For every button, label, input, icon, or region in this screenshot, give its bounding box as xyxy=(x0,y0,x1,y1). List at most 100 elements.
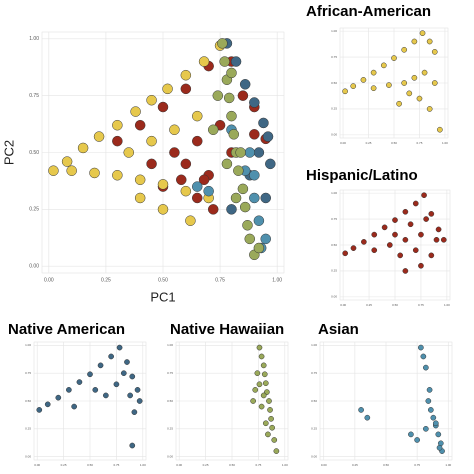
point xyxy=(136,398,143,404)
point xyxy=(436,444,443,451)
point xyxy=(157,179,169,190)
point xyxy=(350,83,357,89)
point xyxy=(381,224,388,231)
point xyxy=(134,192,146,204)
y-tick-label: 0.75 xyxy=(331,55,337,59)
point xyxy=(112,135,123,147)
x-tick-label: 0.25 xyxy=(101,277,111,283)
point xyxy=(391,55,397,61)
x-tick-label: 1.00 xyxy=(140,463,146,467)
point xyxy=(230,56,242,67)
point xyxy=(191,192,203,204)
point xyxy=(371,231,378,238)
point xyxy=(262,420,269,427)
point xyxy=(124,359,130,365)
point xyxy=(228,129,240,140)
x-tick-label: 0.75 xyxy=(113,463,119,467)
point xyxy=(116,344,123,351)
point xyxy=(269,424,276,431)
y-axis-title: PC2 xyxy=(1,140,16,165)
point xyxy=(129,442,136,449)
point xyxy=(207,204,219,215)
point xyxy=(408,431,414,438)
point xyxy=(267,407,273,413)
point xyxy=(244,233,256,245)
point xyxy=(249,169,260,181)
point xyxy=(418,262,424,269)
point xyxy=(235,147,246,158)
point xyxy=(223,92,235,104)
x-tick-label: 0.25 xyxy=(352,463,358,467)
point xyxy=(169,147,180,158)
point xyxy=(113,381,120,388)
point xyxy=(260,362,267,369)
point xyxy=(36,407,43,413)
point xyxy=(360,77,367,83)
point xyxy=(411,38,418,45)
point xyxy=(380,62,387,69)
y-tick-label: 0.00 xyxy=(331,133,337,137)
point xyxy=(134,174,146,186)
x-tick-label: 0.00 xyxy=(34,463,40,467)
point xyxy=(426,38,433,45)
x-tick-label: 0.00 xyxy=(340,141,346,145)
point xyxy=(44,401,51,408)
point xyxy=(406,90,413,97)
y-tick-label: 0.50 xyxy=(25,399,31,403)
point xyxy=(411,74,418,81)
point xyxy=(260,392,267,399)
point xyxy=(221,158,233,170)
point xyxy=(219,56,230,67)
x-axis-title: PC1 xyxy=(150,289,175,304)
x-tick-label: 0.25 xyxy=(203,463,209,467)
point xyxy=(77,142,89,154)
point xyxy=(203,185,214,197)
point xyxy=(421,192,427,199)
x-tick-label: 1.00 xyxy=(442,141,448,145)
point xyxy=(386,82,392,88)
point xyxy=(134,119,146,131)
point xyxy=(157,101,169,113)
y-tick-label: 0.25 xyxy=(25,427,31,431)
point xyxy=(431,80,438,86)
point xyxy=(66,387,72,393)
point xyxy=(258,403,265,410)
point xyxy=(191,135,203,147)
point xyxy=(61,156,73,167)
x-tick-label: 0.50 xyxy=(391,141,397,145)
point xyxy=(435,431,442,438)
y-tick-label: 0.25 xyxy=(311,427,317,431)
point xyxy=(207,124,219,136)
point xyxy=(249,192,260,204)
point xyxy=(342,88,348,95)
point xyxy=(191,110,203,122)
point xyxy=(237,183,249,195)
point xyxy=(244,147,256,158)
point xyxy=(412,247,419,254)
point xyxy=(370,85,377,92)
x-tick-label: 0.75 xyxy=(215,277,225,283)
point xyxy=(108,353,114,360)
point xyxy=(420,353,427,360)
point xyxy=(423,216,429,222)
point xyxy=(266,398,272,404)
point xyxy=(112,169,123,181)
y-tick-label: 0.75 xyxy=(29,93,39,99)
y-tick-label: 0.00 xyxy=(311,454,317,458)
x-tick-label: 0.25 xyxy=(61,463,67,467)
x-tick-label: 0.50 xyxy=(158,277,168,283)
point xyxy=(239,79,251,90)
point xyxy=(131,409,138,415)
point xyxy=(212,90,224,101)
point xyxy=(268,415,274,422)
point xyxy=(180,69,192,81)
point xyxy=(127,392,134,399)
point xyxy=(198,174,210,186)
point xyxy=(146,158,157,170)
point xyxy=(76,379,83,385)
point xyxy=(55,394,62,401)
point xyxy=(401,80,408,86)
point xyxy=(226,204,237,215)
y-tick-label: 0.50 xyxy=(311,399,317,403)
